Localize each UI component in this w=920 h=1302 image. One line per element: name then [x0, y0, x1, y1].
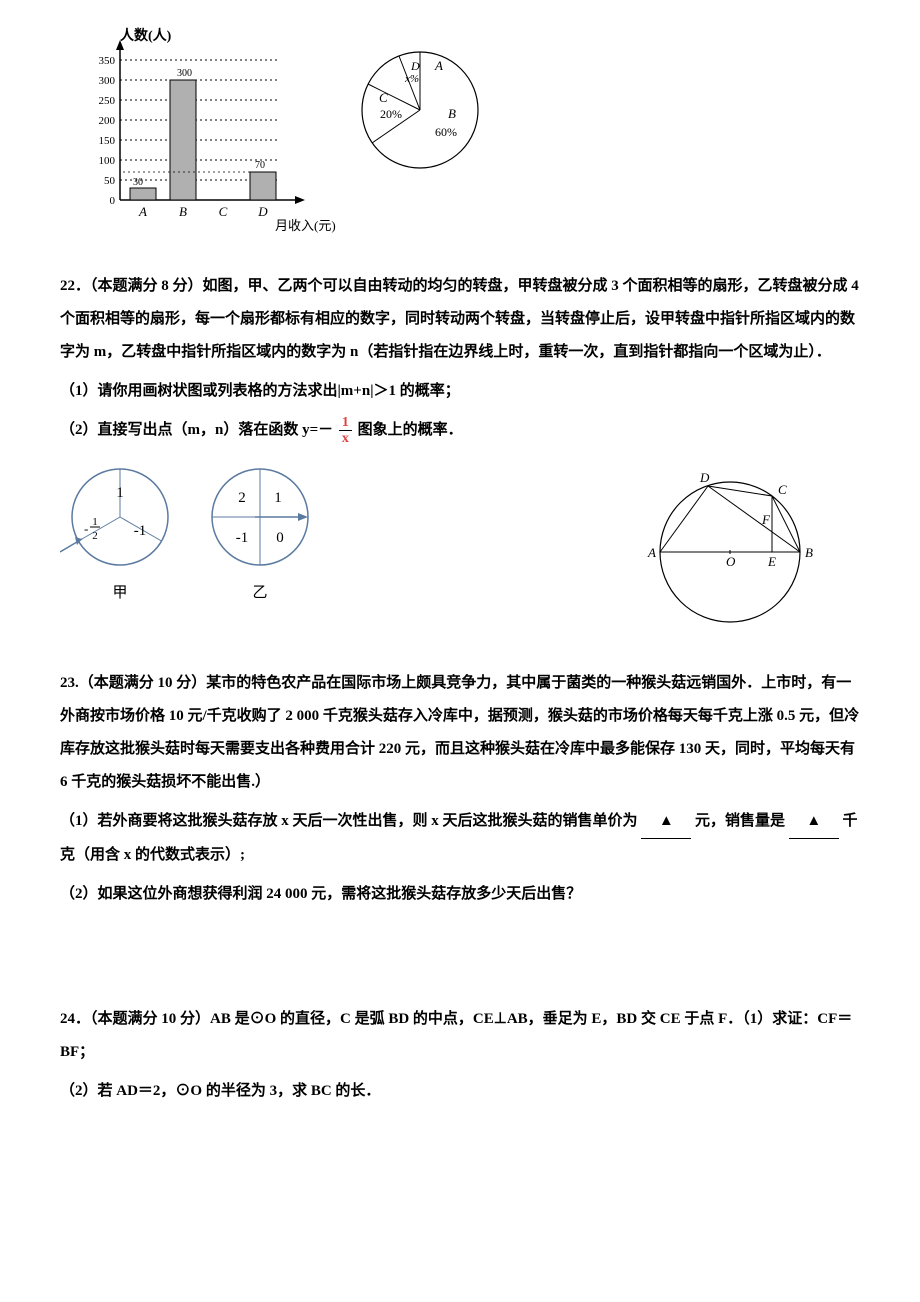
svg-text:2: 2 [92, 530, 98, 542]
svg-text:A: A [647, 545, 656, 560]
q24-p2: （2）若 AD＝2，⊙O 的半径为 3，求 BC 的长． [60, 1075, 860, 1108]
svg-text:0: 0 [110, 195, 116, 207]
bar-and-pie-chart: 人数(人) 0 50 100 150 200 250 300 350 [60, 20, 530, 240]
svg-text:250: 250 [99, 95, 116, 107]
bar-group: 30 300 70 [120, 68, 276, 200]
q23-heading: 23.（本题满分 10 分）某市的特色农产品在国际市场上颇具竞争力，其中属于菌类… [60, 667, 860, 799]
top-charts: 人数(人) 0 50 100 150 200 250 300 350 [60, 20, 860, 240]
bar-A [130, 188, 156, 200]
q23-blank-1: ▲ [641, 805, 691, 839]
pie-C-pct: 20% [380, 107, 402, 121]
q23-p1: （1）若外商要将这批猴头菇存放 x 天后一次性出售，则 x 天后这批猴头菇的销售… [60, 805, 860, 872]
q22-heading: 22．（本题满分 8 分）如图，甲、乙两个可以自由转动的均匀的转盘，甲转盘被分成… [60, 270, 860, 369]
svg-text:B: B [179, 204, 187, 219]
q23-blank-2: ▲ [789, 805, 839, 839]
q24-heading: 24．（本题满分 10 分）AB 是⊙O 的直径，C 是弧 BD 的中点，CE⊥… [60, 1003, 860, 1069]
svg-text:1: 1 [116, 485, 124, 501]
spinner-jia: 1 -1 1 2 - 甲 [60, 457, 180, 607]
svg-text:D: D [699, 470, 710, 485]
bar-ylabel: 人数(人) [120, 27, 172, 44]
bar-yticks: 0 50 100 150 200 250 300 350 [99, 55, 116, 207]
svg-text:1: 1 [274, 490, 282, 506]
q22-p2a: （2）直接写出点（m，n）落在函数 y=－ [60, 422, 333, 438]
bar-B-val: 300 [177, 68, 192, 79]
spinner-jia-label: 甲 [112, 585, 127, 601]
q22-p1: （1）请你用画树状图或列表格的方法求出|m+n|＞1 的概率； [60, 375, 860, 408]
bar-B [170, 80, 196, 200]
svg-text:1: 1 [92, 516, 98, 528]
svg-text:200: 200 [99, 115, 116, 127]
svg-text:0: 0 [276, 530, 284, 546]
svg-text:C: C [219, 204, 228, 219]
svg-text:E: E [767, 554, 776, 569]
pie-B-pct: 60% [435, 125, 457, 139]
bar-xlabels: A B C D [138, 204, 268, 219]
svg-text:150: 150 [99, 135, 116, 147]
q22-p2b: 图象上的概率． [358, 422, 463, 438]
svg-text:50: 50 [104, 175, 116, 187]
svg-text:A: A [138, 204, 147, 219]
spinner-yi-label: 乙 [252, 585, 267, 601]
circle-geom-diagram: A B C D E F O [600, 457, 860, 637]
svg-text:C: C [778, 482, 787, 497]
svg-text:300: 300 [99, 75, 116, 87]
svg-text:B: B [805, 545, 813, 560]
svg-text:350: 350 [99, 55, 116, 67]
q22-p2: （2）直接写出点（m，n）落在函数 y=－ 1 x 图象上的概率． [60, 414, 860, 447]
pie-chart: A D x% C 20% B 60% [362, 52, 478, 168]
bar-xlabel: 月收入(元) [275, 218, 336, 233]
svg-text:-1: -1 [134, 523, 147, 539]
pie-B-label: B [448, 106, 456, 121]
bar-A-val: 30 [133, 177, 143, 188]
bar-D-val: 70 [255, 160, 265, 171]
svg-text:-1: -1 [236, 530, 249, 546]
pie-D-pct: x% [404, 73, 419, 85]
svg-text:O: O [726, 554, 736, 569]
q23-p2: （2）如果这位外商想获得利润 24 000 元，需将这批猴头菇存放多少天后出售？ [60, 878, 860, 911]
svg-text:-: - [84, 521, 88, 536]
svg-text:2: 2 [238, 490, 246, 506]
bar-D [250, 172, 276, 200]
svg-text:F: F [761, 512, 771, 527]
svg-text:100: 100 [99, 155, 116, 167]
bar-chart: 人数(人) 0 50 100 150 200 250 300 350 [99, 27, 336, 233]
pie-D-label: D [410, 59, 420, 73]
q22-frac: 1 x [339, 415, 352, 447]
svg-text:D: D [257, 204, 268, 219]
pie-A-label: A [434, 58, 443, 73]
pie-C-label: C [379, 90, 388, 105]
spinner-yi: 1 0 -1 2 乙 [200, 457, 320, 607]
q22-figures: 1 -1 1 2 - 甲 [60, 457, 860, 637]
